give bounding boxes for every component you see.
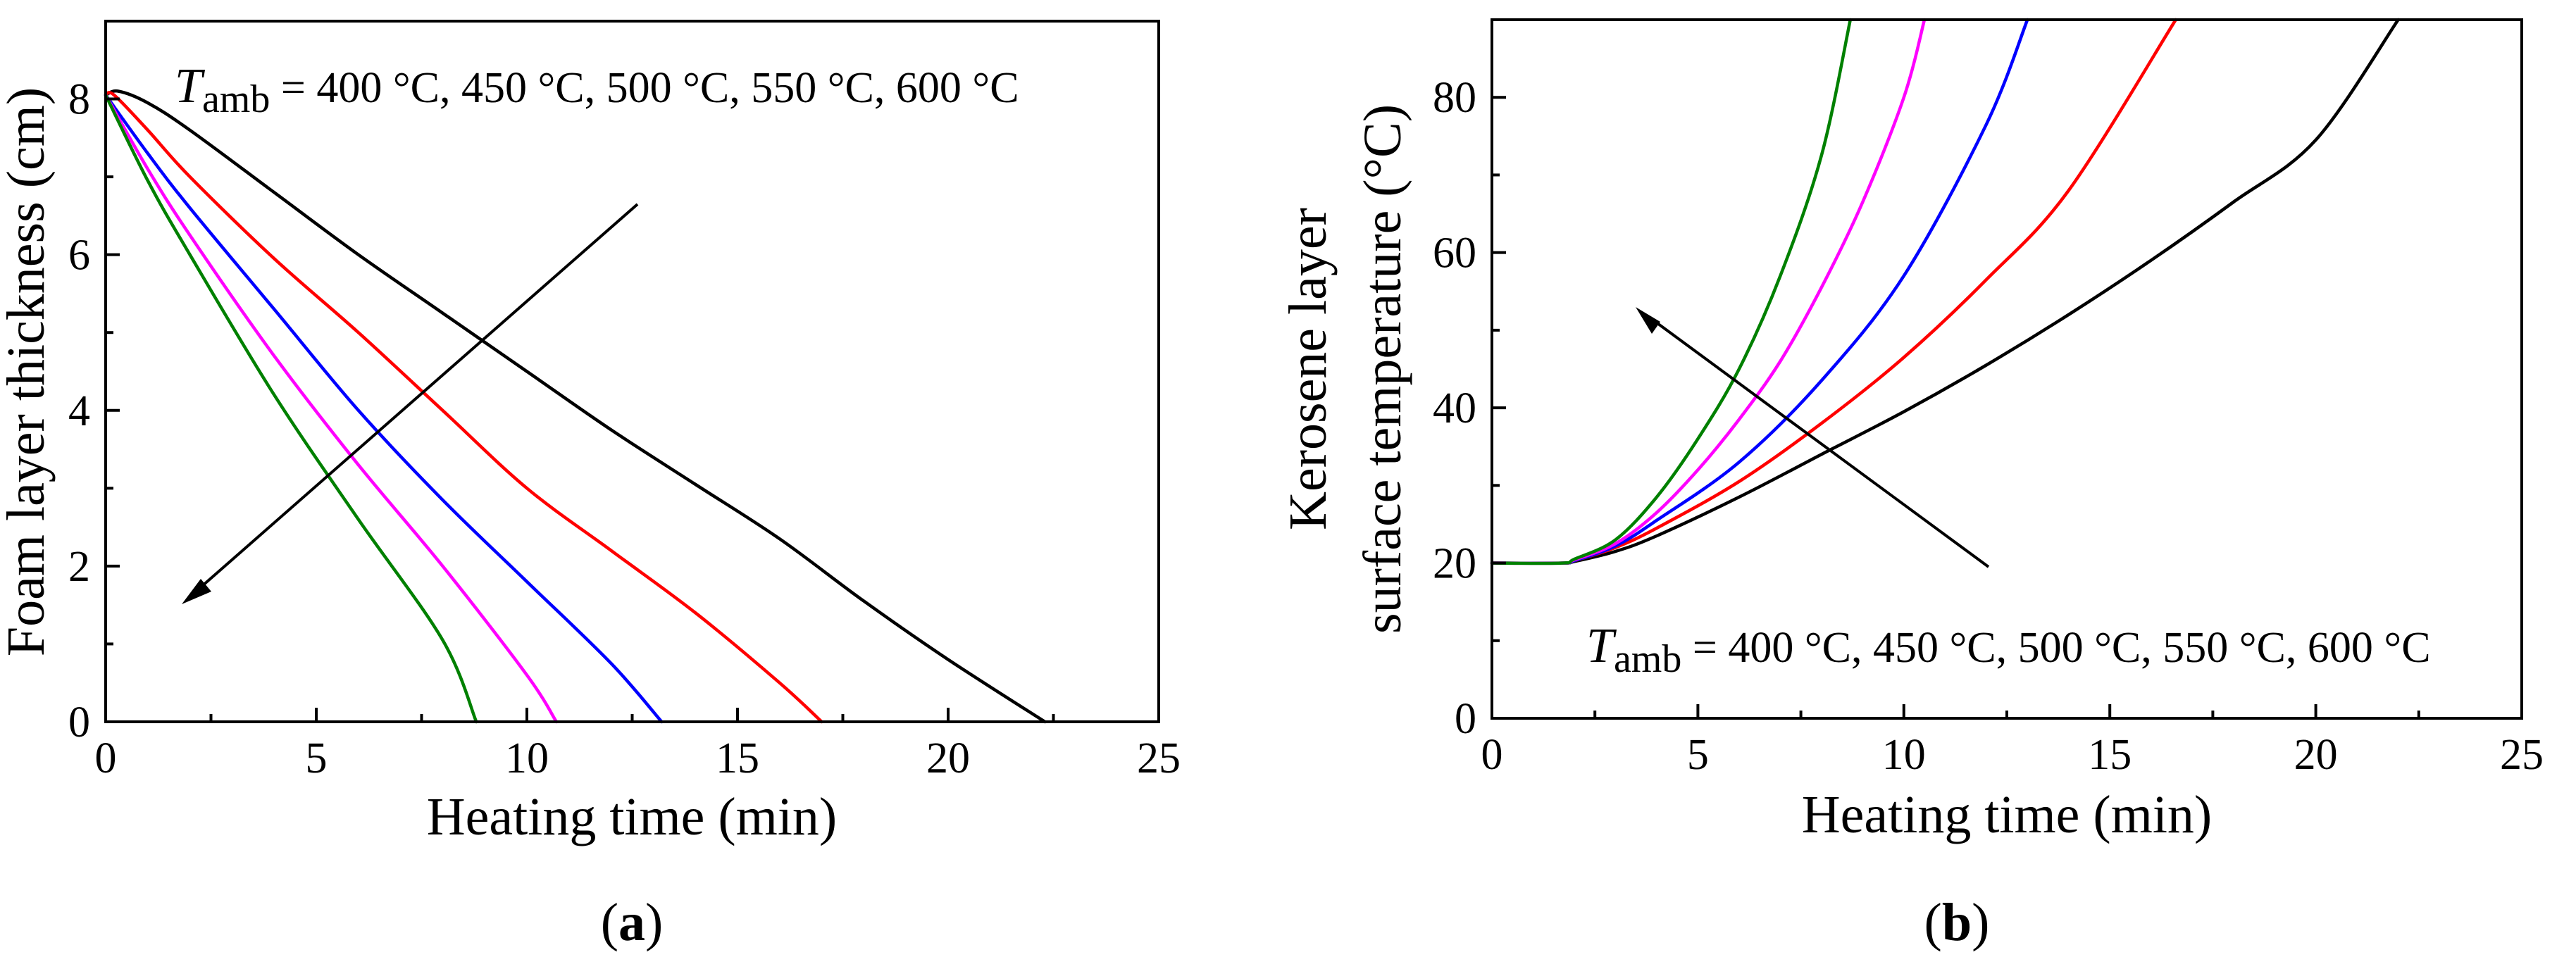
panel-a-label: (a) — [601, 893, 664, 952]
panel-b-ticks: 0 5 10 15 20 25 0 20 40 60 80 — [1433, 74, 2544, 779]
panel-b-x-tick-label-5: 25 — [2500, 731, 2544, 779]
panel-a-series-450C-line — [104, 91, 823, 724]
panel-a-y-tick-label-1: 2 — [68, 543, 90, 591]
panel-a-annotation-symbol: T — [175, 59, 206, 113]
panel-a-x-tick-label-4: 20 — [926, 734, 970, 782]
panel-a-x-tick-label-5: 25 — [1137, 734, 1181, 782]
panel-a-y-tick-label-3: 6 — [68, 232, 90, 280]
panel-a-plot-frame — [104, 20, 1160, 723]
panel-a-trend-arrow — [182, 203, 639, 604]
panel-a-arrow-head — [182, 579, 211, 604]
panel-b-x-tick-label-4: 20 — [2294, 731, 2338, 779]
panel-b-trend-arrow — [1636, 307, 1990, 568]
panel-b-y-axis-label-line-2: surface temperature (°C) — [1353, 104, 1412, 634]
panel-a-x-tick-label-2: 10 — [505, 734, 549, 782]
panel-b-y-tick-label-0: 0 — [1455, 695, 1476, 743]
panel-a-series-400C-line — [104, 89, 1047, 724]
panel-a-x-tick-label-3: 15 — [716, 734, 759, 782]
panel-b-x-tick-label-2: 10 — [1882, 731, 1926, 779]
panel-b-y-tick-label-3: 60 — [1433, 230, 1476, 277]
panel-b-plot-frame — [1491, 18, 2523, 720]
panel-b: 0 5 10 15 20 25 0 20 40 60 80 Heating time (min) K… — [1278, 18, 2544, 952]
panel-b-label: (b) — [1924, 893, 1990, 952]
panel-a-x-axis-label: Heating time (min) — [427, 787, 838, 846]
panel-b-y-axis-label-line-1: Kerosene layer — [1278, 208, 1338, 530]
panel-b-annotation: Tamb = 400 °C, 450 °C, 500 °C, 550 °C, 6… — [1586, 619, 2431, 681]
panel-a-y-tick-label-2: 4 — [68, 387, 90, 435]
panel-a-y-tick-label-0: 0 — [68, 699, 90, 746]
panel-b-x-tick-label-3: 15 — [2088, 731, 2132, 779]
panel-a-series-500C-line — [104, 93, 664, 724]
panel-b-series-400C-line — [1490, 18, 2400, 565]
panel-b-curves — [1490, 18, 2400, 565]
panel-b-annotation-symbol: T — [1586, 619, 1617, 673]
panel-a-annotation: Tamb = 400 °C, 450 °C, 500 °C, 550 °C, 6… — [175, 59, 1019, 121]
panel-a-annotation-subscript: amb — [202, 77, 270, 121]
panel-a-y-tick-label-4: 8 — [68, 76, 90, 124]
panel-a-ticks: 0 5 10 15 20 25 0 2 4 6 8 — [68, 76, 1181, 782]
panel-b-label-letter: b — [1942, 893, 1972, 952]
panel-a-x-tick-label-1: 5 — [306, 734, 328, 782]
panel-a-x-tick-label-0: 0 — [95, 734, 117, 782]
panel-b-y-tick-label-4: 80 — [1433, 74, 1476, 122]
panel-b-y-tick-label-2: 40 — [1433, 384, 1476, 432]
panel-a-arrow-line — [194, 203, 639, 593]
panel-b-series-600C-line — [1490, 18, 1853, 565]
panel-a-series-600C-line — [104, 93, 478, 724]
panel-b-y-tick-label-1: 20 — [1433, 540, 1476, 588]
panel-b-series-550C-line — [1490, 18, 1927, 565]
panel-a-annotation-values: = 400 °C, 450 °C, 500 °C, 550 °C, 600 °C — [270, 64, 1019, 112]
panel-b-x-tick-label-0: 0 — [1481, 731, 1503, 779]
panel-a: 0 5 10 15 20 25 0 2 4 6 8 Heating time (min) Foam … — [0, 20, 1181, 952]
panel-b-arrow-line — [1648, 316, 1990, 568]
panel-a-y-axis-label: Foam layer thickness (cm) — [0, 87, 56, 656]
panel-b-x-tick-label-1: 5 — [1687, 731, 1709, 779]
panel-b-series-500C-line — [1490, 18, 2029, 565]
panel-b-annotation-values: = 400 °C, 450 °C, 500 °C, 550 °C, 600 °C — [1681, 624, 2430, 672]
panel-b-arrow-head — [1636, 307, 1660, 334]
panel-a-series-550C-line — [104, 93, 559, 724]
panel-a-curves — [104, 89, 1047, 724]
panel-a-label-letter: a — [618, 893, 645, 952]
panel-b-x-axis-label: Heating time (min) — [1802, 785, 2213, 844]
panel-b-annotation-subscript: amb — [1614, 637, 1681, 681]
